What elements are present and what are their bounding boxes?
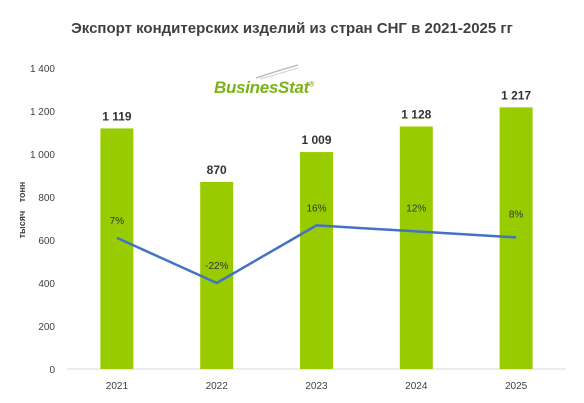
businesstat-logo: BusinesStat® bbox=[214, 64, 314, 98]
x-tick-label: 2021 bbox=[106, 381, 129, 392]
x-tick-label: 2024 bbox=[405, 381, 428, 392]
value-labels: 1 119 870 1 009 1 128 1 217 bbox=[102, 88, 531, 177]
growth-label: 12% bbox=[406, 203, 426, 214]
bar bbox=[300, 152, 333, 369]
growth-line-group: 7% -22% 16% 12% 8% bbox=[110, 203, 524, 285]
x-tick-label: 2025 bbox=[505, 381, 528, 392]
logo-swoosh-icon bbox=[255, 64, 299, 80]
growth-label: 7% bbox=[110, 216, 125, 227]
growth-label: 16% bbox=[306, 203, 326, 214]
logo-text-b: Stat bbox=[278, 78, 309, 97]
bar bbox=[499, 107, 533, 369]
bar-value-label: 1 009 bbox=[301, 133, 331, 147]
growth-label: 8% bbox=[509, 209, 524, 220]
y-tick-label: 600 bbox=[38, 236, 55, 247]
y-tick-label: 200 bbox=[38, 322, 55, 333]
growth-label: -22% bbox=[205, 261, 228, 272]
y-axis-ticks: 0 200 400 600 800 1 000 1 200 1 400 bbox=[30, 64, 55, 376]
y-tick-label: 800 bbox=[38, 193, 55, 204]
bar bbox=[399, 126, 433, 369]
y-tick-label: 1 000 bbox=[30, 150, 55, 161]
y-axis-label: тысяч тонн bbox=[17, 182, 27, 239]
y-tick-label: 400 bbox=[38, 279, 55, 290]
bar-value-label: 870 bbox=[207, 163, 227, 177]
bar-value-label: 1 128 bbox=[401, 107, 431, 121]
bar-value-label: 1 217 bbox=[501, 88, 531, 102]
bar bbox=[100, 128, 134, 369]
logo-text-a: Busines bbox=[214, 78, 279, 97]
growth-line bbox=[116, 224, 517, 285]
y-tick-label: 1 200 bbox=[30, 107, 55, 118]
logo-reg-mark: ® bbox=[308, 81, 314, 89]
y-tick-label: 1 400 bbox=[30, 64, 55, 75]
chart-title: Экспорт кондитерских изделий из стран СН… bbox=[71, 20, 513, 37]
bar-value-label: 1 119 bbox=[102, 109, 132, 123]
x-tick-label: 2023 bbox=[305, 381, 328, 392]
x-tick-label: 2022 bbox=[206, 381, 229, 392]
y-tick-label: 0 bbox=[49, 365, 55, 376]
x-axis-ticks: 2021 2022 2023 2024 2025 bbox=[106, 381, 528, 392]
bars bbox=[100, 107, 533, 369]
